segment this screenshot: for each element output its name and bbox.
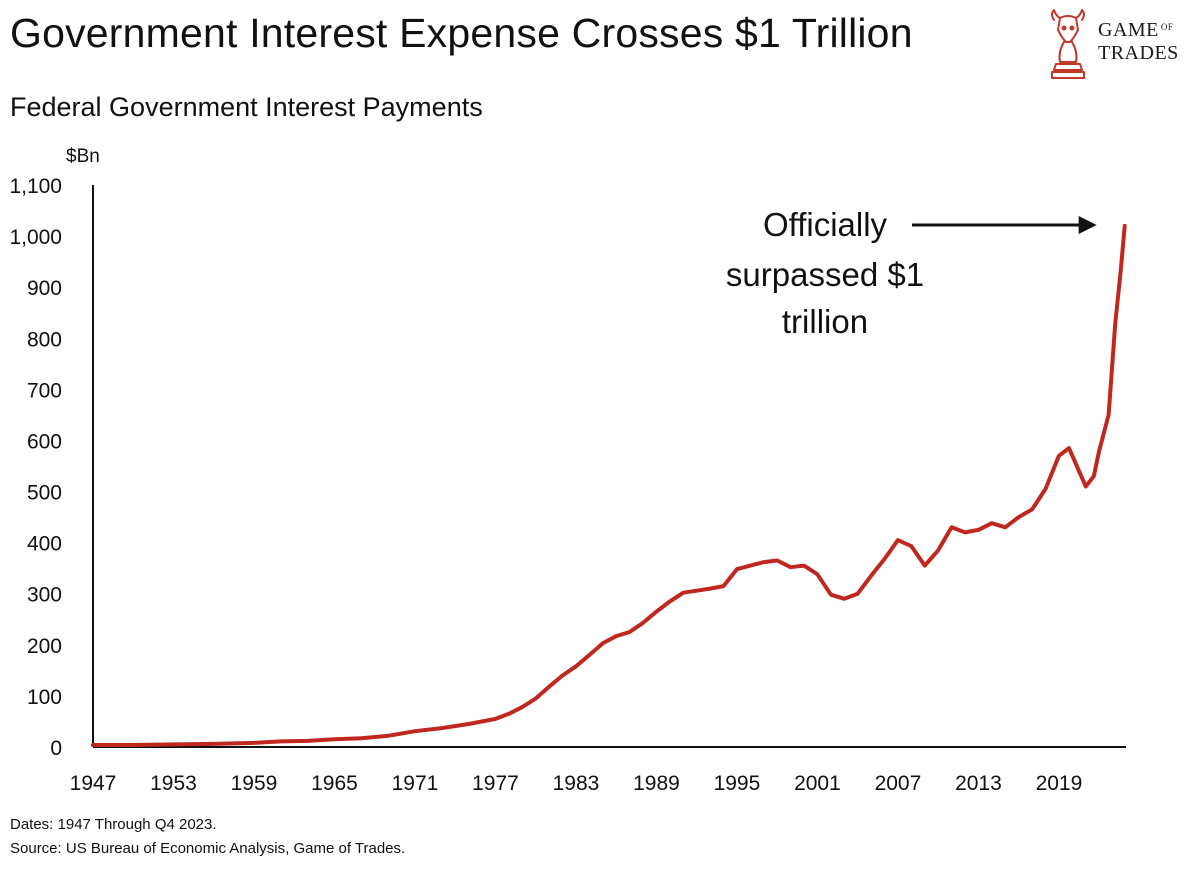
- y-tick-label: 500: [27, 482, 62, 505]
- x-tick-label: 1983: [553, 772, 600, 795]
- x-tick-label: 1965: [311, 772, 358, 795]
- y-tick-label: 200: [27, 635, 62, 658]
- y-tick-label: 0: [50, 737, 62, 760]
- y-tick-label: 600: [27, 430, 62, 453]
- footer-dates: Dates: 1947 Through Q4 2023.: [10, 816, 217, 833]
- x-tick-label: 2013: [955, 772, 1002, 795]
- y-tick-label: 800: [27, 328, 62, 351]
- x-tick-label: 1959: [231, 772, 278, 795]
- y-tick-label: 400: [27, 533, 62, 556]
- y-tick-label: 1,000: [9, 226, 62, 249]
- y-tick-label: 700: [27, 379, 62, 402]
- x-tick-label: 1995: [714, 772, 761, 795]
- knight-bull-icon: [1051, 9, 1085, 79]
- game-of-trades-logo: GAME OF TRADES: [1040, 8, 1190, 84]
- x-tick-label: 1971: [392, 772, 439, 795]
- x-tick-label: 1953: [150, 772, 197, 795]
- y-tick-label: 300: [27, 584, 62, 607]
- x-tick-label: 1989: [633, 772, 680, 795]
- y-axis-unit-label: $Bn: [66, 146, 100, 167]
- x-tick-label: 1947: [70, 772, 117, 795]
- y-tick-label: 900: [27, 277, 62, 300]
- x-tick-label: 2007: [875, 772, 922, 795]
- annotation-text: Officially: [763, 206, 888, 243]
- chart-title: Government Interest Expense Crosses $1 T…: [10, 10, 913, 56]
- y-tick-label: 100: [27, 686, 62, 709]
- x-tick-label: 2001: [794, 772, 841, 795]
- chart-subtitle: Federal Government Interest Payments: [10, 92, 483, 122]
- annotation-arrow-head: [1078, 216, 1097, 234]
- annotation-text: trillion: [782, 303, 868, 340]
- logo-line2: TRADES: [1098, 42, 1179, 64]
- footer-source: Source: US Bureau of Economic Analysis, …: [10, 840, 406, 857]
- y-tick-label: 1,100: [9, 175, 62, 198]
- x-tick-label: 1977: [472, 772, 519, 795]
- annotation-text: surpassed $1: [726, 256, 924, 293]
- series-line: [91, 223, 1127, 747]
- x-tick-label: 2019: [1036, 772, 1083, 795]
- logo-of: OF: [1160, 22, 1174, 32]
- logo-line1: GAME: [1098, 19, 1159, 41]
